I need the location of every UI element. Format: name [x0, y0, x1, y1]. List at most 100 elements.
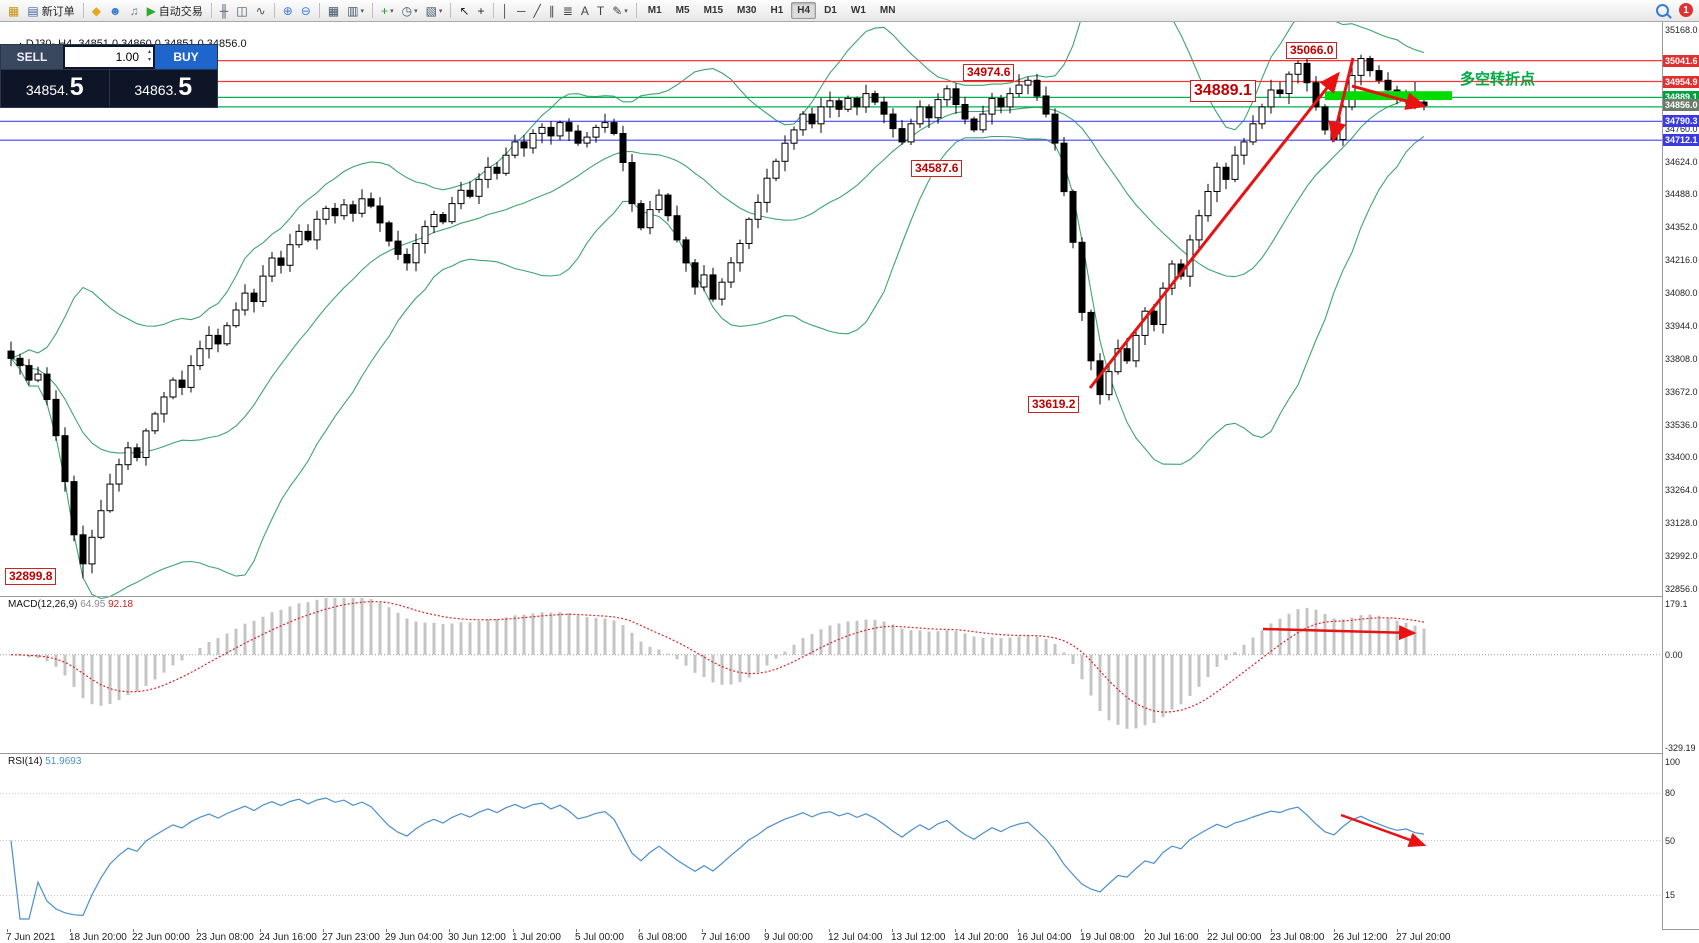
- zoom-out-button[interactable]: ⊖: [297, 1, 315, 21]
- buy-price[interactable]: 34863. 5: [110, 70, 218, 106]
- price-scale[interactable]: 35168.035032.034896.034760.034624.034488…: [1663, 22, 1699, 929]
- volume-stepper: ▴ ▾: [148, 49, 151, 65]
- arrange-charts-button[interactable]: ▥ ▾: [343, 1, 368, 21]
- zone-label[interactable]: 多空转折点: [1460, 71, 1536, 88]
- sell-button[interactable]: SELL: [1, 45, 63, 69]
- panel-separator[interactable]: [0, 753, 1699, 754]
- dropdown-caret-icon: ▾: [360, 7, 365, 15]
- timeframe-m1[interactable]: M1: [647, 5, 662, 16]
- price-scale-tick: 34760.0: [1665, 124, 1698, 134]
- rsi-indicator: [0, 792, 1662, 920]
- time-axis-label: 19 Jul 08:00: [1080, 932, 1135, 943]
- zoom-out-icon: ⊖: [300, 3, 311, 18]
- indicators-button[interactable]: + ▾: [377, 1, 398, 21]
- timeframe-h4[interactable]: H4: [791, 2, 817, 19]
- zoom-in-button[interactable]: ⊕: [279, 1, 297, 21]
- dropdown-caret-icon: ▾: [624, 7, 628, 15]
- price-annotation[interactable]: 34974.6: [963, 64, 1015, 81]
- line-chart-button[interactable]: ∿: [252, 1, 270, 21]
- new-order-button[interactable]: ▤ 新订单: [23, 1, 78, 21]
- sound-button[interactable]: ♫: [126, 1, 143, 21]
- search-icon[interactable]: [1656, 3, 1669, 17]
- toolbar-separator: [635, 3, 637, 18]
- macd-trend-arrow[interactable]: [1262, 625, 1417, 641]
- time-axis-label: 26 Jul 12:00: [1333, 932, 1388, 943]
- timeframe-m30[interactable]: M30: [737, 5, 757, 16]
- autotrading-button[interactable]: ▶ 自动交易: [143, 1, 207, 21]
- timeframe-m15[interactable]: M15: [703, 5, 724, 16]
- timeframe-d1[interactable]: D1: [824, 5, 837, 16]
- volume-up-icon[interactable]: ▴: [147, 49, 151, 55]
- cursor-button[interactable]: ↖: [455, 1, 473, 21]
- timeframe-h1[interactable]: H1: [770, 5, 784, 16]
- time-axis-tick: [765, 929, 766, 932]
- timeframe-m5[interactable]: M5: [675, 5, 690, 16]
- channel-button[interactable]: ∥: [545, 1, 559, 21]
- timeframe-mn[interactable]: MN: [879, 5, 896, 16]
- bar-chart-button[interactable]: ╫: [216, 1, 233, 21]
- price-scale-tick: 34216.0: [1665, 255, 1698, 265]
- toolbar-separator: [450, 3, 452, 18]
- volume-input[interactable]: 1.00 ▴ ▾: [65, 47, 153, 67]
- price-scale-tick: 33944.0: [1665, 321, 1698, 331]
- cursor-icon: ↖: [459, 3, 470, 18]
- tile-windows-button[interactable]: ▦: [324, 1, 343, 21]
- rsi-trend-arrow[interactable]: [1340, 813, 1427, 847]
- time-axis[interactable]: 7 Jun 2021 18 Jun 20:00 22 Jun 00:00 23 Jun…: [0, 929, 1662, 943]
- toolbar-separator: [82, 3, 84, 18]
- notification-badge[interactable]: 1: [1679, 3, 1693, 17]
- price-annotation[interactable]: 35066.0: [1286, 42, 1338, 59]
- text-button[interactable]: A: [577, 1, 593, 21]
- time-axis-label: 23 Jul 08:00: [1270, 932, 1325, 943]
- ohlc-bars-icon: ╫: [219, 3, 229, 18]
- toolbar-right-group: 1: [1656, 3, 1693, 17]
- candlestick-chart-button[interactable]: ◫: [232, 1, 251, 21]
- trend-arrow-drawings[interactable]: [1088, 57, 1427, 847]
- crosshair-button[interactable]: +: [474, 1, 489, 21]
- clock-icon: ◷: [401, 3, 413, 18]
- metaquotes-button[interactable]: ◆: [88, 1, 105, 21]
- periods-button[interactable]: ◷ ▾: [398, 1, 422, 21]
- buy-button[interactable]: BUY: [155, 45, 217, 69]
- time-axis-label: 1 Jul 20:00: [512, 932, 561, 943]
- tile-windows-icon: ▦: [327, 3, 340, 18]
- rally-arrow[interactable]: [1088, 71, 1340, 389]
- time-axis-label: 22 Jun 00:00: [132, 932, 190, 943]
- price-annotation[interactable]: 34587.6: [911, 160, 963, 177]
- horizontal-line-button[interactable]: ─: [513, 1, 530, 21]
- toolbar-separator: [210, 3, 212, 18]
- panel-separator[interactable]: [0, 596, 1699, 597]
- time-axis-label: 13 Jul 12:00: [891, 932, 946, 943]
- label-button[interactable]: T: [593, 1, 608, 21]
- price-scale-tick: 33400.0: [1665, 452, 1698, 462]
- candlestick-icon: ◫: [236, 3, 248, 18]
- volume-down-icon[interactable]: ▾: [147, 56, 151, 63]
- timeframe-toolbar: M1 M5 M15 M30 H1 H4 D1 W1 MN: [632, 2, 903, 19]
- sell-price-small: 34854.: [25, 82, 69, 98]
- time-axis-label: 24 Jun 16:00: [259, 932, 317, 943]
- timeframe-w1[interactable]: W1: [850, 5, 866, 16]
- vertical-line-button[interactable]: │: [498, 1, 514, 21]
- time-axis-tick: [133, 929, 134, 932]
- price-annotation[interactable]: 33619.2: [1028, 396, 1080, 413]
- community-button[interactable]: ☻: [105, 1, 126, 21]
- fibonacci-button[interactable]: ≣: [559, 1, 577, 21]
- time-axis-tick: [70, 929, 71, 932]
- time-axis-tick: [1208, 929, 1209, 932]
- macd-indicator: [0, 598, 1662, 729]
- vertical-line-icon: │: [501, 3, 510, 18]
- time-axis-label: 20 Jul 16:00: [1144, 932, 1199, 943]
- horizontal-line-icon: ─: [517, 3, 526, 18]
- trendline-button[interactable]: ╱: [530, 1, 545, 21]
- pullback-arrow[interactable]: [1328, 57, 1355, 143]
- sell-price[interactable]: 34854. 5: [1, 70, 110, 106]
- chart-window-button[interactable]: ▦: [4, 1, 23, 21]
- shapes-button[interactable]: ✎ ▾: [608, 1, 632, 21]
- community-icon: ☻: [108, 3, 122, 18]
- price-annotation[interactable]: 32899.8: [5, 568, 57, 585]
- price-annotation[interactable]: 34889.1: [1190, 80, 1256, 102]
- continuation-arrow[interactable]: [1351, 84, 1427, 110]
- templates-button[interactable]: ▧ ▾: [422, 1, 447, 21]
- macd-name: MACD(12,26,9): [8, 599, 78, 610]
